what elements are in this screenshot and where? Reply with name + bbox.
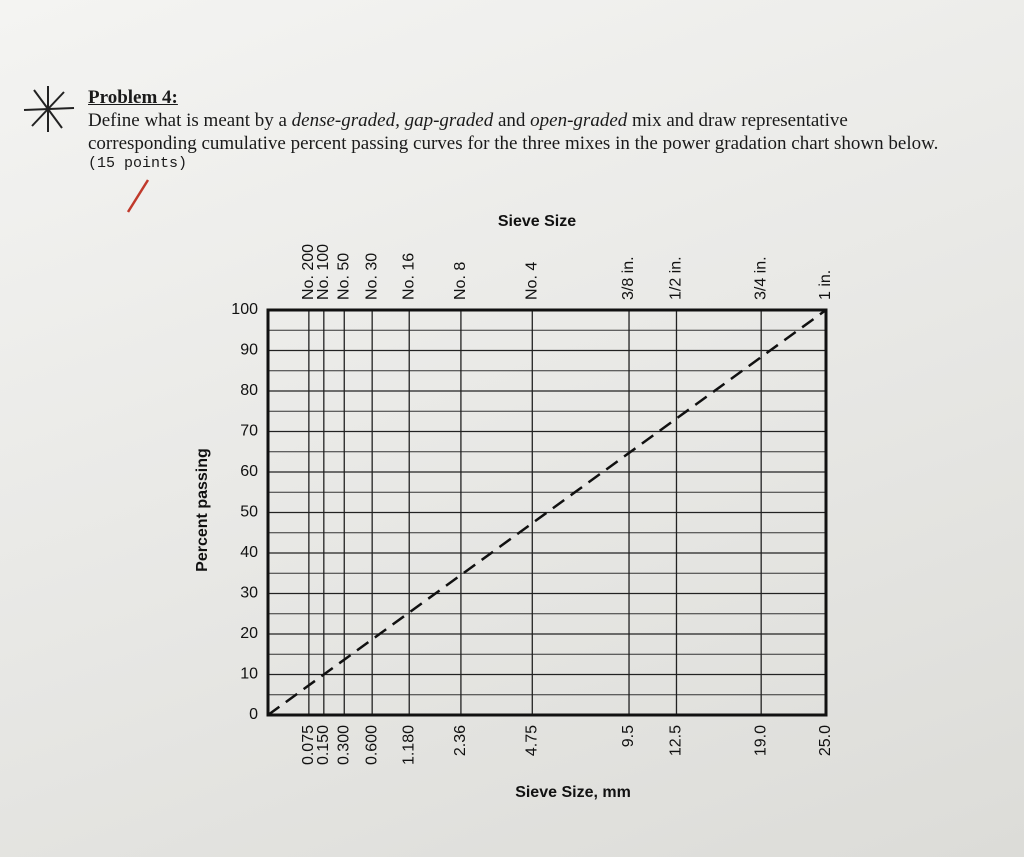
y-tick-label: 80 <box>240 382 258 399</box>
x2-tick-label: 1 in. <box>817 270 834 300</box>
x2-tick-label: No. 30 <box>363 253 380 300</box>
points: (15 points) <box>88 155 188 172</box>
text: Define what is meant by a <box>88 110 292 131</box>
x2-tick-label: No. 50 <box>335 253 352 300</box>
y-tick-label: 0 <box>249 706 258 723</box>
y-tick-label: 20 <box>240 625 258 642</box>
problem-title: Problem 4: <box>88 87 178 108</box>
y-tick-label: 90 <box>240 342 258 359</box>
text: dense-graded, gap-graded <box>291 110 494 131</box>
x-tick-label: 19.0 <box>752 725 769 756</box>
x2-tick-label: No. 4 <box>524 262 541 300</box>
x2-tick-label: No. 200 <box>300 244 317 300</box>
text: mix and draw representative correspondin… <box>88 110 939 154</box>
x-tick-label: 0.300 <box>335 725 352 765</box>
x2-tick-label: 1/2 in. <box>668 256 685 300</box>
x-tick-label: 4.75 <box>524 725 541 756</box>
x-axis-title: Sieve Size, mm <box>515 784 631 801</box>
x-tick-label: 0.600 <box>363 725 380 765</box>
x2-tick-label: 3/8 in. <box>620 256 637 300</box>
problem: Problem 4: Define what is meant by a den… <box>88 86 958 173</box>
y-tick-label: 30 <box>240 585 258 602</box>
problem-body: Define what is meant by a dense-graded, … <box>88 109 958 155</box>
x-tick-label: 25.0 <box>817 725 834 756</box>
x-tick-label: 0.150 <box>315 725 332 765</box>
top-axis-title: Sieve Size <box>498 213 576 230</box>
plot-frame <box>266 308 828 717</box>
text: and <box>493 110 531 131</box>
y-tick-label: 50 <box>240 504 258 521</box>
y-tick-label: 10 <box>240 666 258 683</box>
y-axis-title: Percent passing <box>194 448 211 572</box>
series-line <box>267 308 827 717</box>
x-tick-label: 0.075 <box>300 725 317 765</box>
x2-tick-label: 3/4 in. <box>752 256 769 300</box>
x-tick-label: 9.5 <box>620 725 637 747</box>
x2-tick-label: No. 100 <box>315 244 332 300</box>
x-tick-label: 2.36 <box>452 725 469 756</box>
red-mark <box>126 179 150 213</box>
y-tick-label: 70 <box>240 423 258 440</box>
y-tick-label: 100 <box>231 301 258 318</box>
star-mark <box>23 86 75 132</box>
x-tick-label: 12.5 <box>668 725 685 756</box>
x-tick-label: 1.180 <box>400 725 417 765</box>
y-tick-label: 60 <box>240 463 258 480</box>
x2-tick-label: No. 8 <box>452 262 469 300</box>
y-tick-label: 40 <box>240 544 258 561</box>
x2-tick-label: No. 16 <box>400 253 417 300</box>
text: open-graded <box>530 110 628 131</box>
